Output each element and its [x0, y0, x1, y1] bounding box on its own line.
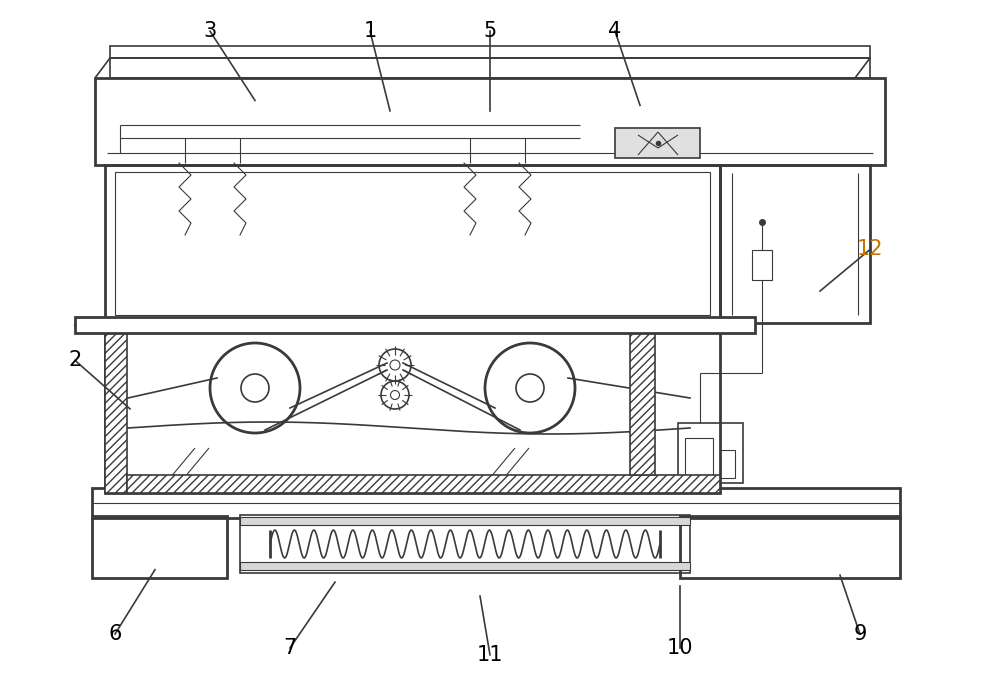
Bar [720, 450, 735, 478]
Text: 6: 6 [108, 624, 122, 644]
Bar [95, 78, 885, 165]
Bar [615, 128, 700, 158]
Bar [110, 46, 870, 58]
Bar [752, 250, 772, 280]
Text: 4: 4 [608, 21, 622, 41]
Bar [240, 562, 690, 570]
Text: 10: 10 [667, 638, 693, 658]
Text: 9: 9 [853, 624, 867, 644]
Bar [105, 165, 720, 323]
Text: 12: 12 [857, 240, 883, 259]
Bar [105, 325, 720, 493]
Bar [75, 317, 755, 333]
Text: 3: 3 [203, 21, 217, 41]
Bar [105, 325, 127, 493]
Text: 5: 5 [483, 21, 497, 41]
Bar [720, 165, 870, 323]
Bar [127, 475, 720, 493]
Text: 7: 7 [283, 638, 297, 658]
Bar [685, 438, 713, 478]
Text: 11: 11 [477, 645, 503, 665]
Bar [115, 172, 710, 315]
Bar [92, 488, 900, 518]
Bar [240, 517, 690, 525]
Text: 2: 2 [68, 351, 82, 370]
Bar [92, 516, 227, 578]
Bar [678, 423, 743, 483]
Bar [240, 515, 690, 573]
Bar [680, 516, 900, 578]
Text: 1: 1 [363, 21, 377, 41]
Bar [630, 325, 655, 475]
Bar [110, 58, 870, 78]
